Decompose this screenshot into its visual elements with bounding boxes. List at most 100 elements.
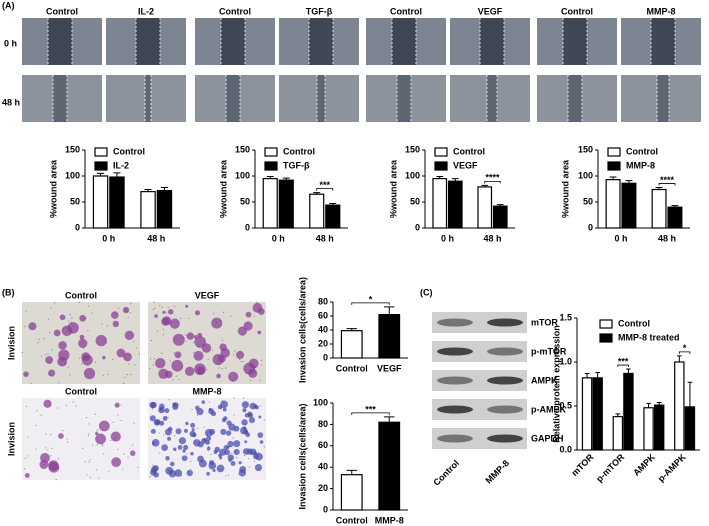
x-tick-label: p-mTOR: [594, 452, 626, 484]
pore: [221, 339, 223, 341]
error-bar: [329, 203, 337, 206]
error-bar: [96, 172, 105, 176]
pore: [117, 448, 119, 451]
annotation: ****: [660, 175, 675, 185]
row-label: Invision: [6, 422, 16, 456]
blot-strip: [432, 399, 527, 420]
blot-label: AMPK: [531, 375, 558, 385]
pore: [40, 414, 42, 416]
pore: [174, 305, 176, 308]
bar: [612, 415, 624, 451]
cell: [216, 373, 221, 379]
bar: [605, 179, 621, 229]
wound-gap: [221, 18, 245, 65]
wound-gap: [136, 18, 160, 65]
pore: [163, 434, 165, 436]
error-bar: [113, 172, 121, 178]
x-tick-label: 0 h: [614, 233, 627, 243]
pore: [44, 447, 47, 449]
pore: [130, 303, 132, 305]
pore: [26, 455, 28, 457]
y-tick-label: 60: [318, 440, 328, 450]
cell: [191, 428, 195, 432]
y-tick-label: 0.5: [559, 400, 572, 410]
pore: [186, 453, 188, 455]
legend-label: IL-2: [113, 160, 129, 170]
pore: [101, 443, 103, 446]
pore: [247, 415, 250, 417]
cell: [149, 415, 156, 422]
cell: [236, 350, 245, 360]
x-tick-label: 48 h: [147, 233, 165, 243]
pore: [105, 342, 107, 344]
image-label: TGF-β: [306, 6, 333, 16]
y-tick-label: 150: [405, 144, 420, 154]
pore: [165, 311, 167, 313]
y-tick-label: 150: [235, 144, 250, 154]
cell: [201, 438, 207, 444]
cell: [204, 428, 213, 437]
blot-strip: [432, 428, 527, 449]
cell: [241, 401, 249, 409]
pore: [161, 306, 163, 309]
bar: [325, 204, 341, 229]
y-tick-label: 20: [318, 338, 328, 348]
pore: [198, 346, 200, 348]
pore: [87, 435, 89, 437]
error-bar: [615, 413, 621, 417]
pore: [58, 382, 60, 384]
pore: [43, 338, 45, 340]
cell: [165, 455, 170, 461]
pore: [233, 397, 235, 399]
pore: [51, 447, 53, 449]
cell: [45, 356, 54, 364]
image-label: VEGF: [478, 6, 503, 16]
pore: [159, 452, 161, 454]
pore: [156, 330, 158, 332]
cell: [258, 415, 262, 419]
y-axis-label: Invasion cells(cells/area): [297, 277, 307, 383]
pore: [94, 413, 97, 415]
cell: [169, 318, 180, 329]
pore: [98, 477, 100, 479]
pore: [175, 450, 177, 452]
wound-gap: [651, 18, 675, 65]
pore: [233, 350, 236, 352]
y-tick-label: 0: [323, 504, 328, 514]
blot-band: [437, 434, 473, 443]
cell: [172, 333, 185, 346]
pore: [117, 414, 119, 416]
pore: [158, 432, 160, 434]
pore: [166, 416, 168, 418]
blot-strip: [432, 370, 527, 391]
error-bar: [609, 176, 617, 180]
significance-bracket: [351, 412, 390, 415]
pore: [208, 401, 211, 403]
pore: [240, 361, 242, 363]
bar: [262, 178, 278, 229]
x-tick-label: 48 h: [316, 233, 334, 243]
pore: [79, 357, 81, 359]
pore: [254, 371, 256, 373]
wound-gap: [480, 18, 504, 65]
wound-gap: [317, 75, 325, 122]
error-bar: [451, 178, 459, 182]
pore: [221, 368, 223, 370]
cell: [257, 308, 265, 315]
panel-label: (B): [2, 287, 15, 297]
pore: [84, 461, 86, 463]
cell: [58, 341, 67, 350]
error-bar: [687, 381, 693, 407]
cell: [150, 428, 156, 434]
cell: [183, 428, 188, 433]
image-label: Control: [390, 6, 422, 16]
y-tick-label: 0: [415, 222, 420, 232]
pore: [108, 470, 110, 472]
x-tick-label: 0 h: [272, 233, 285, 243]
pore: [87, 364, 89, 366]
y-tick-label: 80: [318, 296, 328, 306]
cell: [190, 452, 194, 456]
cell: [241, 419, 248, 426]
bar: [623, 372, 634, 451]
y-axis-label: %wound area: [388, 159, 398, 218]
